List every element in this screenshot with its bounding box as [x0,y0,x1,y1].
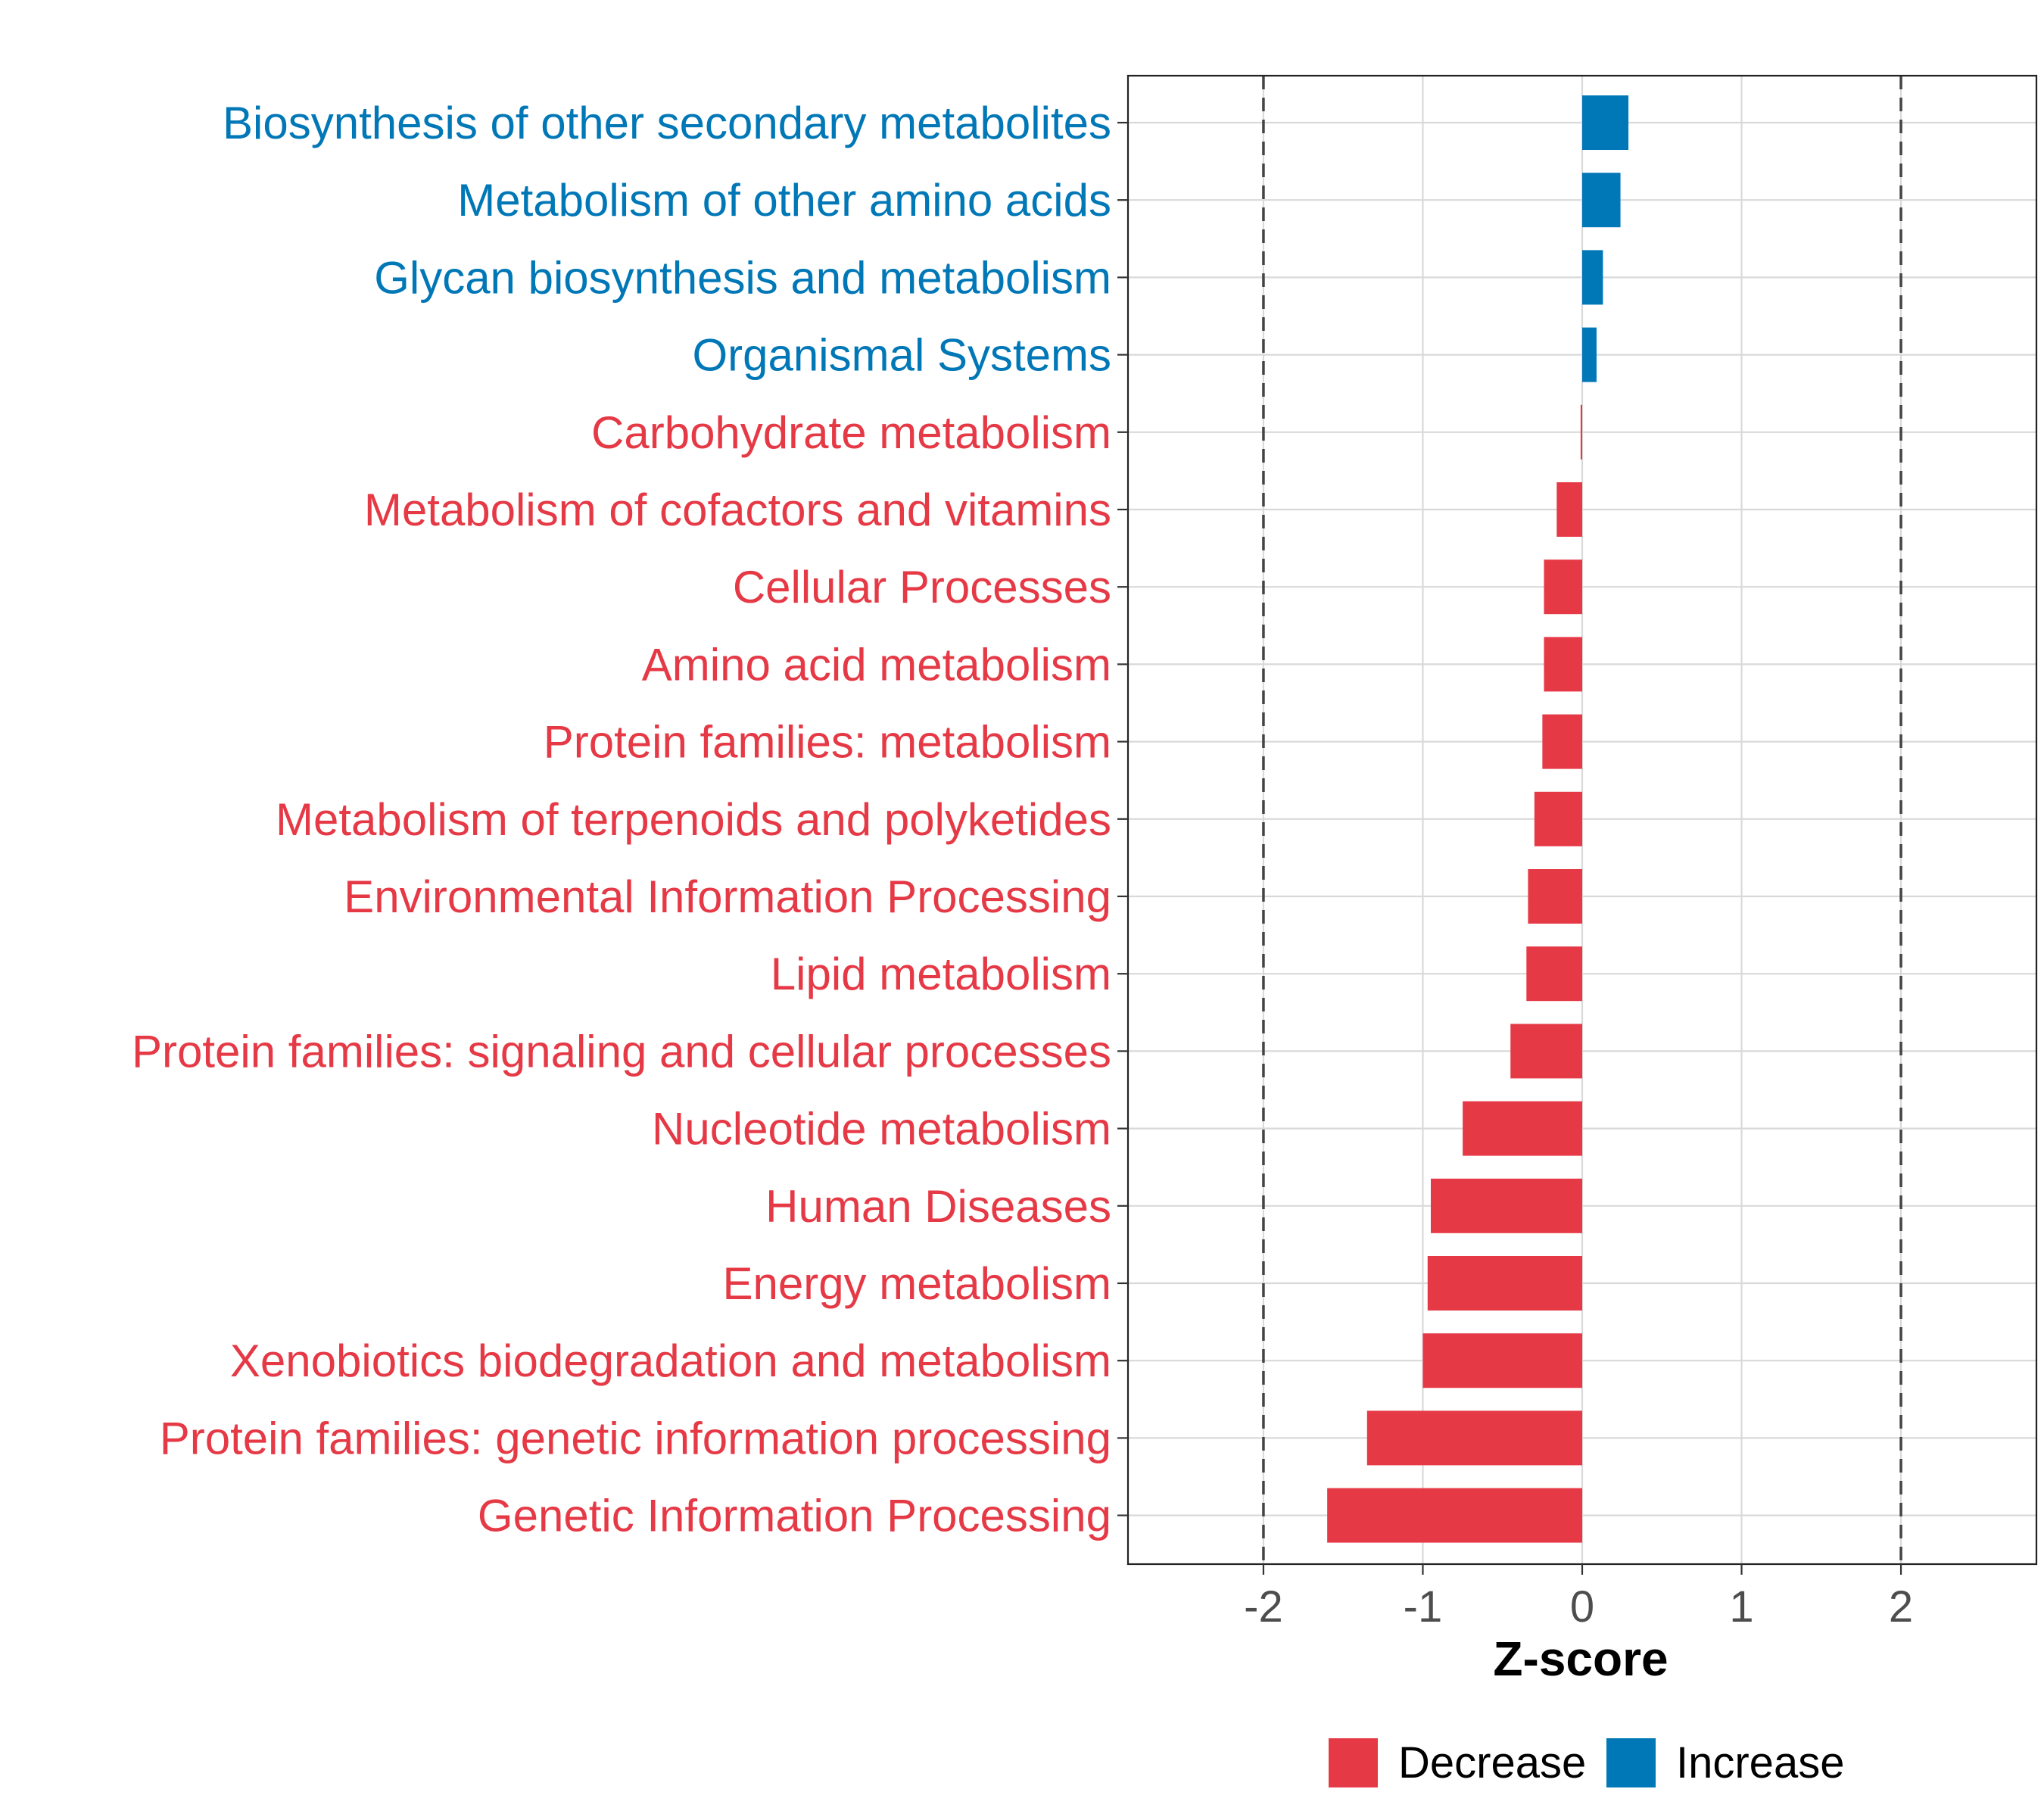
y-axis: Biosynthesis of other secondary metaboli… [132,98,1128,1541]
bar [1463,1101,1582,1156]
legend: Decrease Increase [1329,1738,1844,1787]
bar [1526,946,1582,1002]
reference-lines [1262,76,1902,1564]
bar [1422,1333,1582,1388]
bar [1427,1256,1582,1311]
x-axis-title: Z-score [1493,1632,1668,1686]
category-label: Protein families: metabolism [544,717,1111,768]
legend-swatch [1606,1738,1656,1787]
category-label: Nucleotide metabolism [652,1104,1111,1155]
bar [1528,869,1582,924]
bar [1366,1410,1582,1466]
category-label: Metabolism of terpenoids and polyketides [276,794,1111,845]
bar [1544,637,1582,692]
bars [1327,95,1629,1543]
bar [1580,404,1582,460]
category-label: Organismal Systems [693,330,1111,381]
x-tick-label: -2 [1244,1582,1283,1632]
category-label: Biosynthesis of other secondary metaboli… [223,98,1111,148]
bar [1327,1488,1582,1543]
category-label: Amino acid metabolism [642,639,1111,690]
bar [1556,482,1582,537]
legend-swatch [1329,1738,1378,1787]
category-label: Protein families: signaling and cellular… [132,1026,1111,1077]
category-label: Cellular Processes [733,562,1111,612]
legend-label: Decrease [1398,1738,1586,1787]
category-label: Environmental Information Processing [344,871,1111,922]
bar [1582,327,1597,382]
x-tick-label: 1 [1729,1582,1753,1632]
bar [1534,791,1582,846]
category-label: Xenobiotics biodegradation and metabolis… [230,1335,1111,1386]
bar [1582,95,1629,150]
bar [1431,1178,1582,1233]
category-label: Energy metabolism [722,1258,1111,1309]
category-label: Protein families: genetic information pr… [160,1413,1111,1463]
x-axis: -2 -1 0 1 2 [1244,1564,1913,1632]
category-label: Lipid metabolism [771,949,1111,999]
category-label: Carbohydrate metabolism [591,407,1111,458]
category-label: Metabolism of other amino acids [457,175,1111,226]
category-label: Glycan biosynthesis and metabolism [374,252,1111,303]
x-tick-label: 0 [1570,1582,1594,1632]
bar [1582,250,1603,305]
category-label: Human Diseases [765,1181,1111,1232]
x-tick-label: 2 [1889,1582,1913,1632]
legend-label: Increase [1676,1738,1844,1787]
bar [1510,1024,1582,1079]
category-label: Genetic Information Processing [478,1491,1111,1541]
x-tick-label: -1 [1404,1582,1443,1632]
bar [1582,173,1621,228]
bar [1544,559,1582,615]
category-label: Metabolism of cofactors and vitamins [364,485,1111,535]
bar [1542,714,1582,769]
